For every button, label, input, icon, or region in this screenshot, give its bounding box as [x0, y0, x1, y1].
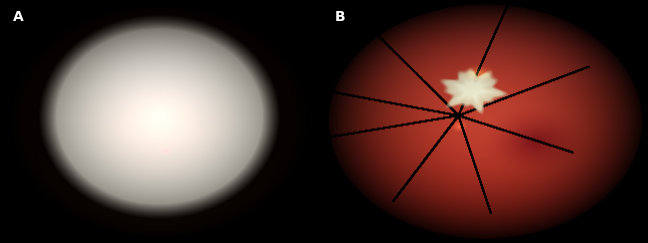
Text: A: A — [13, 10, 23, 24]
Text: B: B — [335, 10, 345, 24]
